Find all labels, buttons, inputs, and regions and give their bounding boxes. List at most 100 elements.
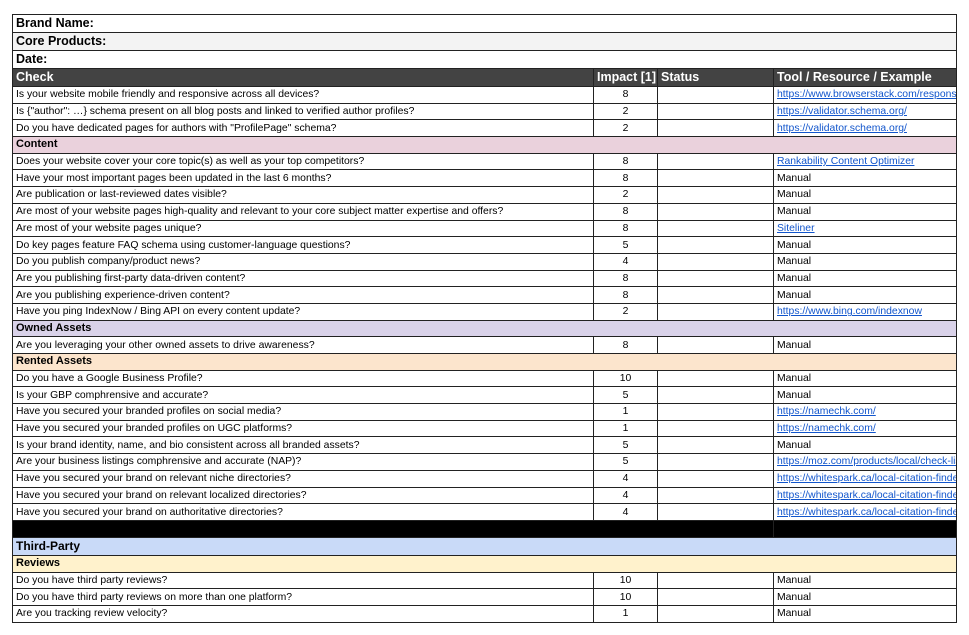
tool-cell[interactable]: Manual	[772, 236, 958, 254]
status-cell[interactable]	[657, 469, 774, 488]
tool-cell[interactable]: Manual	[772, 202, 958, 221]
impact-cell[interactable]: 2	[593, 186, 658, 204]
tool-link[interactable]: https://namechk.com/	[777, 406, 876, 418]
check-cell[interactable]: Have your most important pages been upda…	[12, 169, 594, 188]
core-products-label[interactable]: Core Products:	[11, 32, 958, 51]
impact-cell[interactable]: 5	[593, 386, 658, 405]
impact-cell[interactable]: 10	[593, 369, 658, 388]
impact-cell[interactable]: 8	[593, 336, 658, 354]
impact-cell[interactable]: 4	[593, 252, 658, 271]
tool-link[interactable]: Rankability Content Optimizer	[777, 156, 915, 168]
tool-cell[interactable]: Manual	[772, 369, 958, 388]
status-cell[interactable]	[657, 102, 774, 121]
impact-cell[interactable]: 4	[593, 486, 658, 505]
brand-name-label[interactable]: Brand Name:	[11, 14, 958, 33]
status-cell[interactable]	[657, 386, 774, 405]
status-cell[interactable]	[657, 486, 774, 505]
tool-cell[interactable]: Manual	[772, 252, 958, 271]
check-cell[interactable]: Does your website cover your core topic(…	[12, 152, 594, 171]
check-cell[interactable]: Do you have dedicated pages for authors …	[12, 119, 594, 138]
impact-cell[interactable]: 5	[593, 436, 658, 455]
impact-cell[interactable]: 8	[593, 169, 658, 188]
check-cell[interactable]: Have you secured your brand on relevant …	[12, 486, 594, 505]
check-cell[interactable]: Is your website mobile friendly and resp…	[12, 86, 594, 104]
status-cell[interactable]	[657, 588, 774, 606]
status-cell[interactable]	[657, 302, 774, 321]
status-cell[interactable]	[657, 169, 774, 188]
status-cell[interactable]	[657, 453, 774, 471]
tool-link[interactable]: https://validator.schema.org/	[777, 122, 907, 134]
check-cell[interactable]: Are publication or last-reviewed dates v…	[12, 186, 594, 204]
tool-cell[interactable]: Manual	[772, 588, 958, 606]
date-label[interactable]: Date:	[11, 50, 958, 69]
impact-cell[interactable]: 1	[593, 604, 658, 623]
check-cell[interactable]: Do you have a Google Business Profile?	[12, 369, 594, 388]
status-cell[interactable]	[657, 286, 774, 304]
status-cell[interactable]	[657, 119, 774, 138]
tool-link[interactable]: https://moz.com/products/local/check-lis…	[777, 456, 956, 468]
status-cell[interactable]	[657, 403, 774, 421]
check-cell[interactable]: Is your brand identity, name, and bio co…	[12, 436, 594, 455]
status-cell[interactable]	[657, 152, 774, 171]
check-cell[interactable]: Is {"author": …} schema present on all b…	[12, 102, 594, 121]
check-cell[interactable]: Are your business listings comphrensive …	[12, 453, 594, 471]
impact-cell[interactable]: 2	[593, 102, 658, 121]
check-cell[interactable]: Have you secured your branded profiles o…	[12, 419, 594, 438]
impact-cell[interactable]: 10	[593, 588, 658, 606]
impact-cell[interactable]: 4	[593, 503, 658, 521]
tool-link[interactable]: https://whitespark.ca/local-citation-fin…	[777, 489, 957, 501]
check-cell[interactable]: Do you publish company/product news?	[12, 252, 594, 271]
tool-link[interactable]: https://www.browserstack.com/responsive	[777, 89, 957, 101]
status-cell[interactable]	[657, 369, 774, 388]
tool-cell[interactable]: Manual	[772, 571, 958, 590]
status-cell[interactable]	[657, 219, 774, 238]
status-cell[interactable]	[657, 436, 774, 455]
tool-link[interactable]: https://whitespark.ca/local-citation-fin…	[777, 506, 957, 518]
impact-cell[interactable]: 8	[593, 86, 658, 104]
check-cell[interactable]: Have you ping IndexNow / Bing API on eve…	[12, 302, 594, 321]
status-cell[interactable]	[657, 86, 774, 104]
impact-cell[interactable]: 1	[593, 403, 658, 421]
tool-cell[interactable]: Manual	[772, 336, 958, 354]
impact-cell[interactable]: 1	[593, 419, 658, 438]
status-cell[interactable]	[657, 252, 774, 271]
impact-cell[interactable]: 8	[593, 269, 658, 288]
impact-cell[interactable]: 8	[593, 152, 658, 171]
status-cell[interactable]	[657, 571, 774, 590]
impact-cell[interactable]: 5	[593, 453, 658, 471]
check-cell[interactable]: Do you have third party reviews?	[12, 571, 594, 590]
status-cell[interactable]	[657, 503, 774, 521]
status-cell[interactable]	[657, 604, 774, 623]
tool-link[interactable]: https://namechk.com/	[777, 423, 876, 435]
tool-link[interactable]: https://www.bing.com/indexnow	[777, 306, 922, 318]
check-cell[interactable]: Is your GBP comphrensive and accurate?	[12, 386, 594, 405]
tool-link[interactable]: https://whitespark.ca/local-citation-fin…	[777, 473, 957, 485]
status-cell[interactable]	[657, 236, 774, 254]
check-cell[interactable]: Are most of your website pages high-qual…	[12, 202, 594, 221]
status-cell[interactable]	[657, 202, 774, 221]
tool-link[interactable]: https://validator.schema.org/	[777, 106, 907, 118]
check-cell[interactable]: Have you secured your brand on authorita…	[12, 503, 594, 521]
tool-cell[interactable]: Manual	[772, 604, 958, 623]
check-cell[interactable]: Are you publishing first-party data-driv…	[12, 269, 594, 288]
impact-cell[interactable]: 4	[593, 469, 658, 488]
check-cell[interactable]: Do key pages feature FAQ schema using cu…	[12, 236, 594, 254]
tool-cell[interactable]: Manual	[772, 286, 958, 304]
impact-cell[interactable]: 2	[593, 302, 658, 321]
status-cell[interactable]	[657, 419, 774, 438]
impact-cell[interactable]: 5	[593, 236, 658, 254]
tool-cell[interactable]: Manual	[772, 269, 958, 288]
check-cell[interactable]: Are you leveraging your other owned asse…	[12, 336, 594, 354]
status-cell[interactable]	[657, 269, 774, 288]
check-cell[interactable]: Do you have third party reviews on more …	[12, 588, 594, 606]
check-cell[interactable]: Are you tracking review velocity?	[12, 604, 594, 623]
check-cell[interactable]: Are most of your website pages unique?	[12, 219, 594, 238]
status-cell[interactable]	[657, 336, 774, 354]
tool-link[interactable]: Siteliner	[777, 222, 815, 234]
tool-cell[interactable]: Manual	[772, 169, 958, 188]
impact-cell[interactable]: 2	[593, 119, 658, 138]
tool-cell[interactable]: Manual	[772, 436, 958, 455]
tool-cell[interactable]: Manual	[772, 386, 958, 405]
tool-cell[interactable]: Manual	[772, 186, 958, 204]
impact-cell[interactable]: 10	[593, 571, 658, 590]
